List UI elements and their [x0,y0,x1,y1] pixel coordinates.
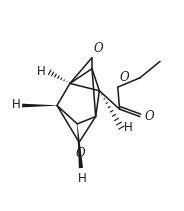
Polygon shape [77,124,83,168]
Text: H: H [124,121,133,134]
Text: H: H [77,172,86,185]
Text: H: H [37,65,46,78]
Text: O: O [94,42,103,55]
Text: O: O [75,147,85,160]
Polygon shape [22,104,57,107]
Text: O: O [120,71,129,84]
Text: O: O [144,110,154,123]
Text: H: H [11,98,20,111]
